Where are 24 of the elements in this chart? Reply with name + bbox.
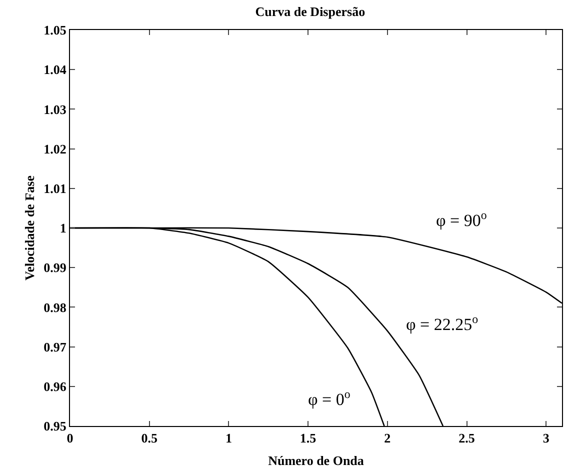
series-label: φ = 0$^{o}$ xyxy=(308,387,350,410)
y-tick-label: 1.01 xyxy=(44,180,66,196)
x-tick-label: 1.5 xyxy=(300,430,317,446)
chart-title: Curva de Dispersão xyxy=(255,4,366,20)
x-tick-label: 3 xyxy=(542,430,550,446)
x-tick-label: 2.5 xyxy=(458,430,476,446)
y-tick-label: 0.97 xyxy=(44,339,67,354)
x-tick-label: 0 xyxy=(66,430,74,446)
series-label: φ = 90$^{o}$ xyxy=(436,208,487,230)
x-tick-label: 2 xyxy=(384,430,391,446)
y-tick-label: 0.99 xyxy=(44,260,67,276)
y-tick-label: 0.96 xyxy=(44,378,67,394)
y-axis-title: Velocidade de Fase xyxy=(22,175,37,280)
x-tick-label: 1 xyxy=(225,430,232,446)
x-axis-title: Número de Onda xyxy=(268,453,364,468)
y-tick-label: 1.02 xyxy=(44,141,66,156)
y-tick-label: 1 xyxy=(60,220,66,236)
y-tick-label: 1.03 xyxy=(44,102,67,117)
x-tick-label: 0.5 xyxy=(141,430,158,446)
y-tick-label: 1.04 xyxy=(44,62,67,78)
y-tick-label: 0.98 xyxy=(44,300,67,315)
y-tick-label: 1.05 xyxy=(44,22,67,38)
series-label: φ = 22.25$^{o}$ xyxy=(406,312,478,334)
y-tick-label: 0.95 xyxy=(44,418,67,434)
